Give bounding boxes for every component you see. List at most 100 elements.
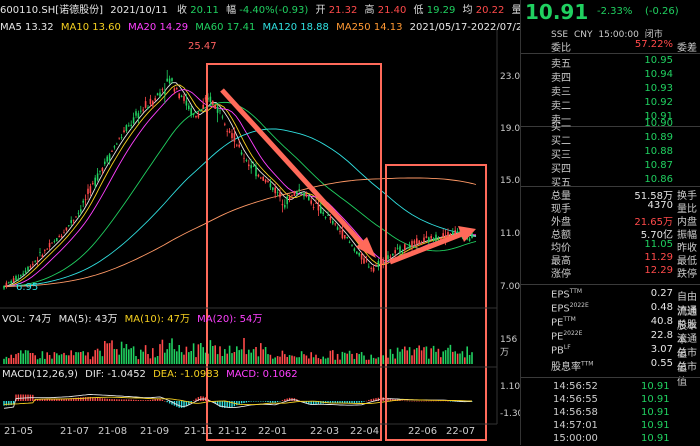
candle-body [428,237,430,242]
candle-body [370,268,372,269]
macd-bar [154,399,156,401]
candle-body [252,166,255,167]
macd-bar [10,401,12,405]
candle-body [60,235,63,238]
ask-row: 卖一 10.91 [521,111,700,126]
macd-bar [243,401,245,404]
volume-bar [360,352,363,364]
candle-body [209,96,212,103]
volume-bar [238,350,240,364]
macd-bar [368,399,370,401]
macd-bar [305,401,308,404]
macd-bar [236,401,238,406]
kline-chart-area[interactable]: 600110.SH[诺德股份] 2021/10/11 收 20.11 幅 -4.… [0,0,565,445]
bid-label: 买三 [551,150,571,161]
volume-bar [176,351,178,364]
candle-body [423,237,425,242]
volume-bar [293,356,296,364]
close-value: 20.11 [190,5,219,16]
volume-bar [99,350,101,364]
macd-bar [274,401,276,403]
candle-body [96,173,99,181]
volume-bar [113,349,116,364]
candle-body [87,188,89,194]
volume-bar [444,350,447,364]
volume-bar [308,358,310,364]
candle-body [245,160,248,161]
volume-bar [82,351,84,364]
candle-body [80,209,82,212]
candle-body [188,105,190,110]
candle-body [320,206,322,214]
ask-row: 卖二 10.92 [521,97,700,112]
macd-bar [89,396,92,401]
candle-body [437,239,440,241]
candle-body [99,170,101,172]
volume-bar [377,357,380,364]
y-tick-label: 11.00 [500,229,526,239]
tick-row[interactable]: 14:56:52 10.91 [521,381,700,394]
macd-bar [315,401,317,405]
volume-bar [17,352,20,364]
candle-body [276,192,279,194]
macd-bar [248,401,250,402]
macd-bar [238,401,240,405]
candle-body [221,116,224,118]
candle-body [377,261,380,268]
x-tick-label: 22-04 [350,426,380,437]
macd-bar [276,401,279,403]
volume-bar [264,346,267,364]
volume-bar [341,351,344,364]
macd-bar [216,401,219,406]
tick-row[interactable]: 14:57:01 10.91 [521,420,700,433]
macd-bar [156,399,159,401]
volume-bar [430,348,432,364]
volume-bar [137,359,140,364]
volume-bar [128,349,130,364]
candle-body [322,212,324,214]
volume-bar [288,355,291,364]
candle-body [236,144,238,146]
volume-bar [123,348,125,364]
volume-bar [108,343,111,364]
x-tick-label: 22-07 [446,426,476,437]
open-label: 开 [315,5,326,16]
candle-body [382,259,384,265]
candle-body [94,177,96,186]
candle-body [396,247,399,249]
candle-body [233,133,236,142]
macd-bar [231,401,233,407]
macd-bar [72,398,75,401]
macd-bar [250,401,252,402]
volume-bar [224,349,226,364]
tick-row[interactable]: 15:00:00 10.91 [521,433,700,446]
macd-bar [135,399,137,401]
macd-bar [113,399,116,401]
candle-body [142,109,144,111]
candle-body [269,183,272,188]
exchange-label: SSE [551,30,569,40]
macd-bar [197,397,200,401]
macd-bar [339,401,341,404]
candle-body [430,236,432,239]
candle-body [284,204,286,208]
volume-bar [267,354,269,364]
volume-bar [425,346,428,364]
volume-bar [420,350,423,364]
candle-body [468,238,471,241]
tick-price: 10.91 [641,407,670,418]
macd-bar [363,401,365,402]
tick-row[interactable]: 14:56:58 10.91 [521,407,700,420]
volume-bar [356,353,358,364]
tick-price: 10.91 [641,381,670,392]
fundamental-row: PBLF 3.07 总市值 [521,344,700,374]
macd-bar [125,399,128,401]
candle-body [413,240,416,244]
tick-row[interactable]: 14:56:55 10.91 [521,394,700,407]
x-tick-label: 22-03 [310,426,340,437]
candle-body [411,241,413,248]
macd-bar [377,397,380,401]
volume-bar [394,358,396,364]
volume-bar [243,337,245,364]
candle-body [315,202,317,204]
